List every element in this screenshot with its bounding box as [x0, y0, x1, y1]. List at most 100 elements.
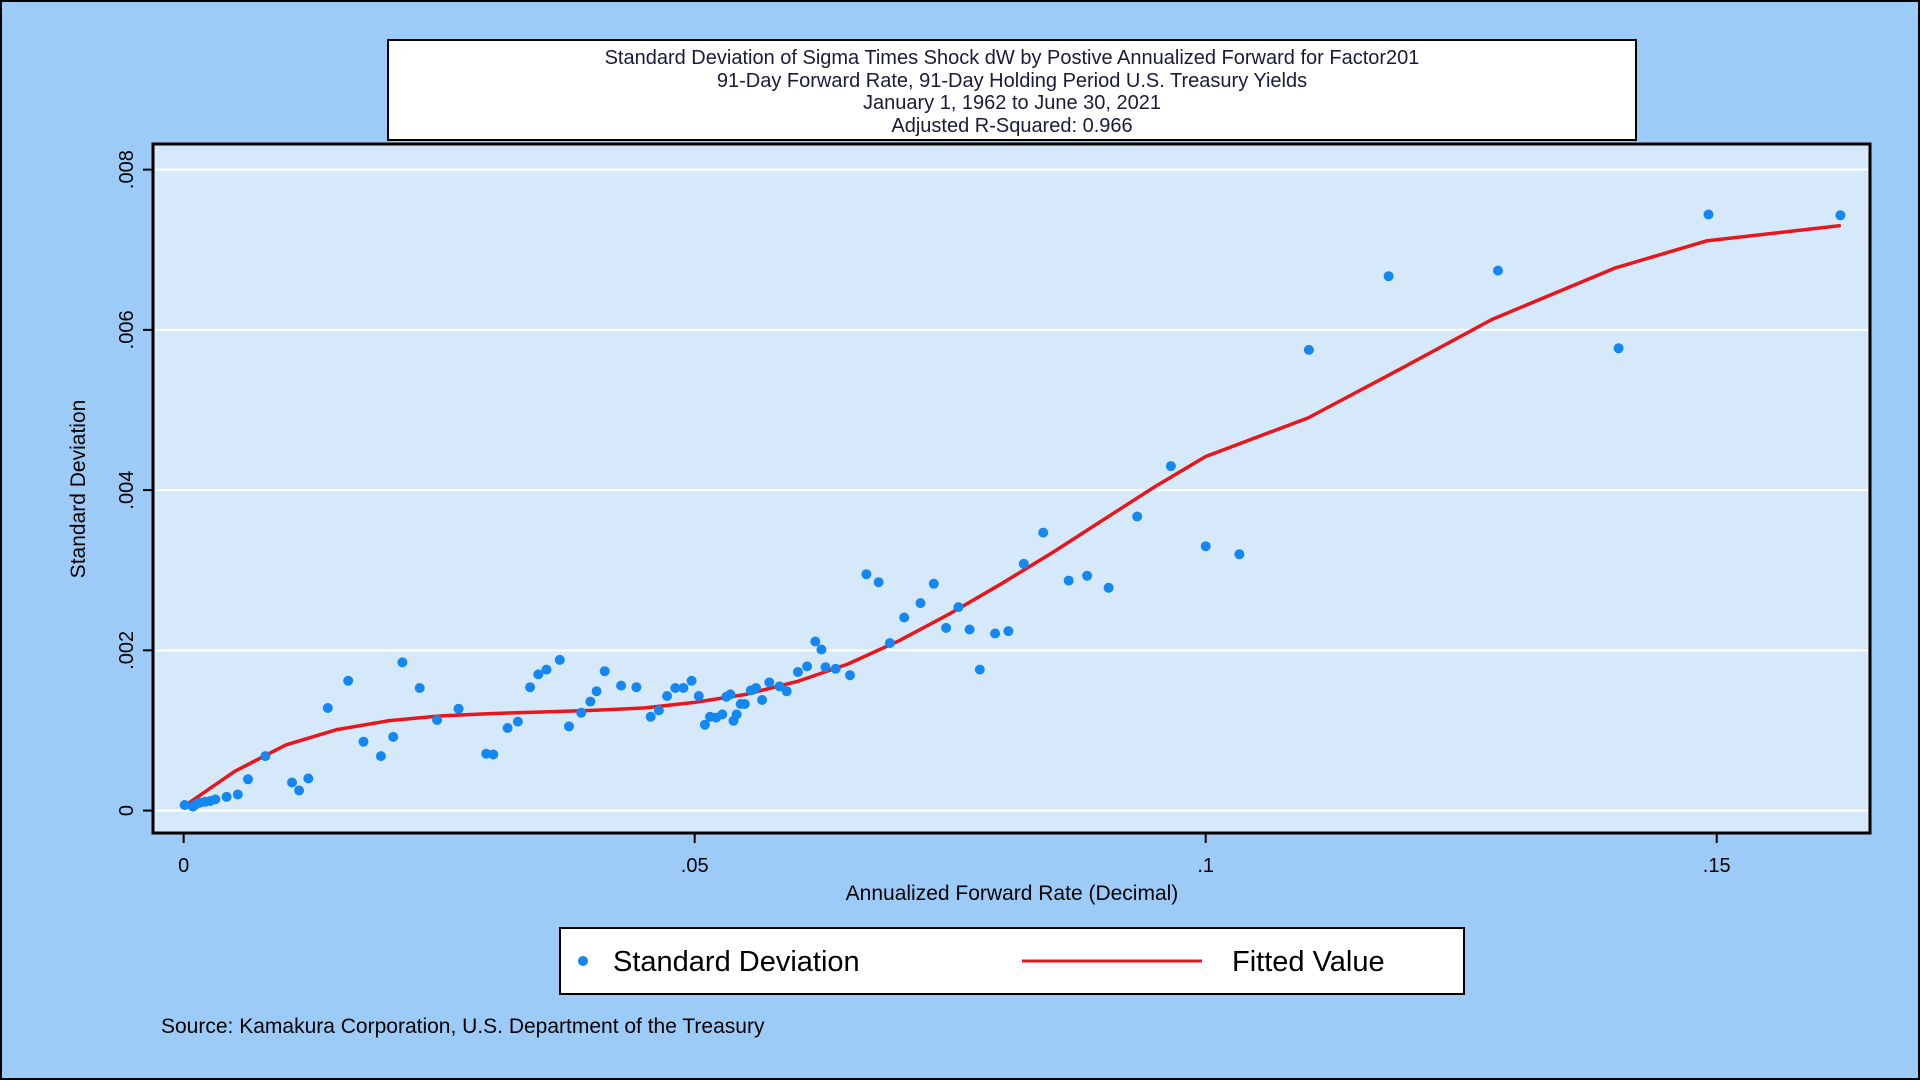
- data-point: [678, 683, 689, 693]
- data-point: [781, 686, 792, 697]
- data-point: [645, 711, 656, 722]
- chart-title-line-4: Adjusted R-Squared: 0.966: [891, 115, 1132, 137]
- fitted-value-series: [182, 223, 1842, 808]
- x-axis-title: Annualized Forward Rate (Decimal): [846, 882, 1179, 905]
- data-point: [731, 709, 742, 720]
- title-box: [387, 39, 1637, 141]
- chart-title-line-1: Standard Deviation of Sigma Times Shock …: [605, 47, 1420, 69]
- data-point: [221, 791, 232, 802]
- data-point: [816, 644, 827, 655]
- data-point: [915, 598, 926, 609]
- data-point: [739, 699, 750, 709]
- data-point: [375, 751, 386, 762]
- data-point: [751, 683, 761, 693]
- data-point: [699, 719, 710, 730]
- data-point: [525, 682, 536, 693]
- data-point: [616, 680, 627, 691]
- data-point: [303, 773, 314, 784]
- data-point: [830, 663, 841, 674]
- data-point: [541, 664, 552, 675]
- data-point: [845, 670, 855, 681]
- data-point: [757, 695, 768, 705]
- data-point: [670, 683, 681, 693]
- y-axis-title: Standard Deviation: [67, 400, 90, 579]
- data-point: [693, 691, 704, 701]
- y-tick-label: .008: [116, 150, 138, 189]
- data-point: [941, 622, 952, 633]
- data-point: [294, 785, 305, 796]
- standard-deviation-series: [179, 209, 1846, 812]
- source-note: Source: Kamakura Corporation, U.S. Depar…: [161, 1015, 765, 1038]
- data-point: [585, 696, 596, 707]
- data-point: [453, 703, 464, 714]
- data-point: [1383, 271, 1394, 282]
- chart-title-line-2: 91-Day Forward Rate, 91-Day Holding Peri…: [717, 70, 1307, 92]
- legend-label-fitted-value: Fitted Value: [1232, 946, 1385, 978]
- y-tick-label: 0: [116, 805, 138, 816]
- data-point: [1132, 511, 1143, 522]
- data-point: [397, 657, 408, 668]
- data-point: [1234, 549, 1245, 560]
- data-point: [343, 675, 354, 686]
- y-tick-label: .002: [116, 631, 138, 670]
- data-point: [1200, 541, 1211, 552]
- data-point: [1613, 343, 1624, 354]
- data-point: [774, 681, 785, 692]
- axes: 0 .002 .004 .006 .008 0 .05 .1 .15: [116, 150, 1731, 877]
- data-point: [243, 774, 253, 785]
- data-point: [554, 654, 565, 665]
- legend-label-standard-deviation: Standard Deviation: [613, 946, 860, 978]
- data-point: [1038, 527, 1049, 538]
- data-point: [210, 794, 221, 805]
- data-point: [488, 749, 499, 760]
- data-point: [990, 628, 1001, 639]
- data-point: [1082, 570, 1093, 581]
- data-point: [322, 703, 333, 713]
- data-point: [1103, 582, 1114, 593]
- data-point: [564, 721, 574, 732]
- data-point: [802, 661, 813, 672]
- data-point: [899, 612, 910, 623]
- data-point: [686, 675, 697, 686]
- data-point: [662, 691, 673, 701]
- data-point: [502, 723, 513, 733]
- data-point: [179, 800, 190, 810]
- data-point: [512, 716, 523, 727]
- data-point: [1835, 210, 1846, 221]
- data-point: [414, 683, 425, 693]
- data-point: [599, 666, 610, 677]
- data-point: [953, 602, 964, 613]
- data-point: [717, 709, 728, 720]
- data-point: [358, 736, 369, 747]
- x-tick-label: .1: [1197, 855, 1214, 877]
- data-point: [631, 682, 642, 693]
- data-point: [1018, 558, 1029, 569]
- data-point: [974, 664, 985, 675]
- data-point: [928, 578, 939, 589]
- data-point: [1493, 265, 1503, 276]
- y-tick-label: .004: [116, 471, 138, 510]
- data-point: [388, 731, 399, 742]
- chart-title-line-3: January 1, 1962 to June 30, 2021: [863, 92, 1161, 114]
- grid-lines: [155, 168, 1868, 812]
- data-point: [591, 686, 602, 697]
- x-tick-label: .15: [1703, 855, 1731, 877]
- data-point: [653, 705, 664, 716]
- data-point: [1165, 461, 1176, 472]
- y-tick-label: .006: [116, 310, 138, 349]
- data-point: [861, 569, 872, 580]
- data-point: [287, 777, 297, 788]
- data-point: [232, 789, 243, 800]
- data-point: [792, 667, 803, 677]
- data-point: [820, 662, 831, 673]
- data-point: [884, 638, 895, 649]
- data-point: [1003, 626, 1014, 637]
- data-point: [764, 677, 775, 688]
- data-point: [576, 707, 587, 718]
- data-point: [725, 689, 736, 700]
- data-point: [1703, 209, 1714, 220]
- legend-box: [559, 927, 1465, 995]
- data-point: [873, 577, 884, 588]
- plot-area: [151, 142, 1872, 835]
